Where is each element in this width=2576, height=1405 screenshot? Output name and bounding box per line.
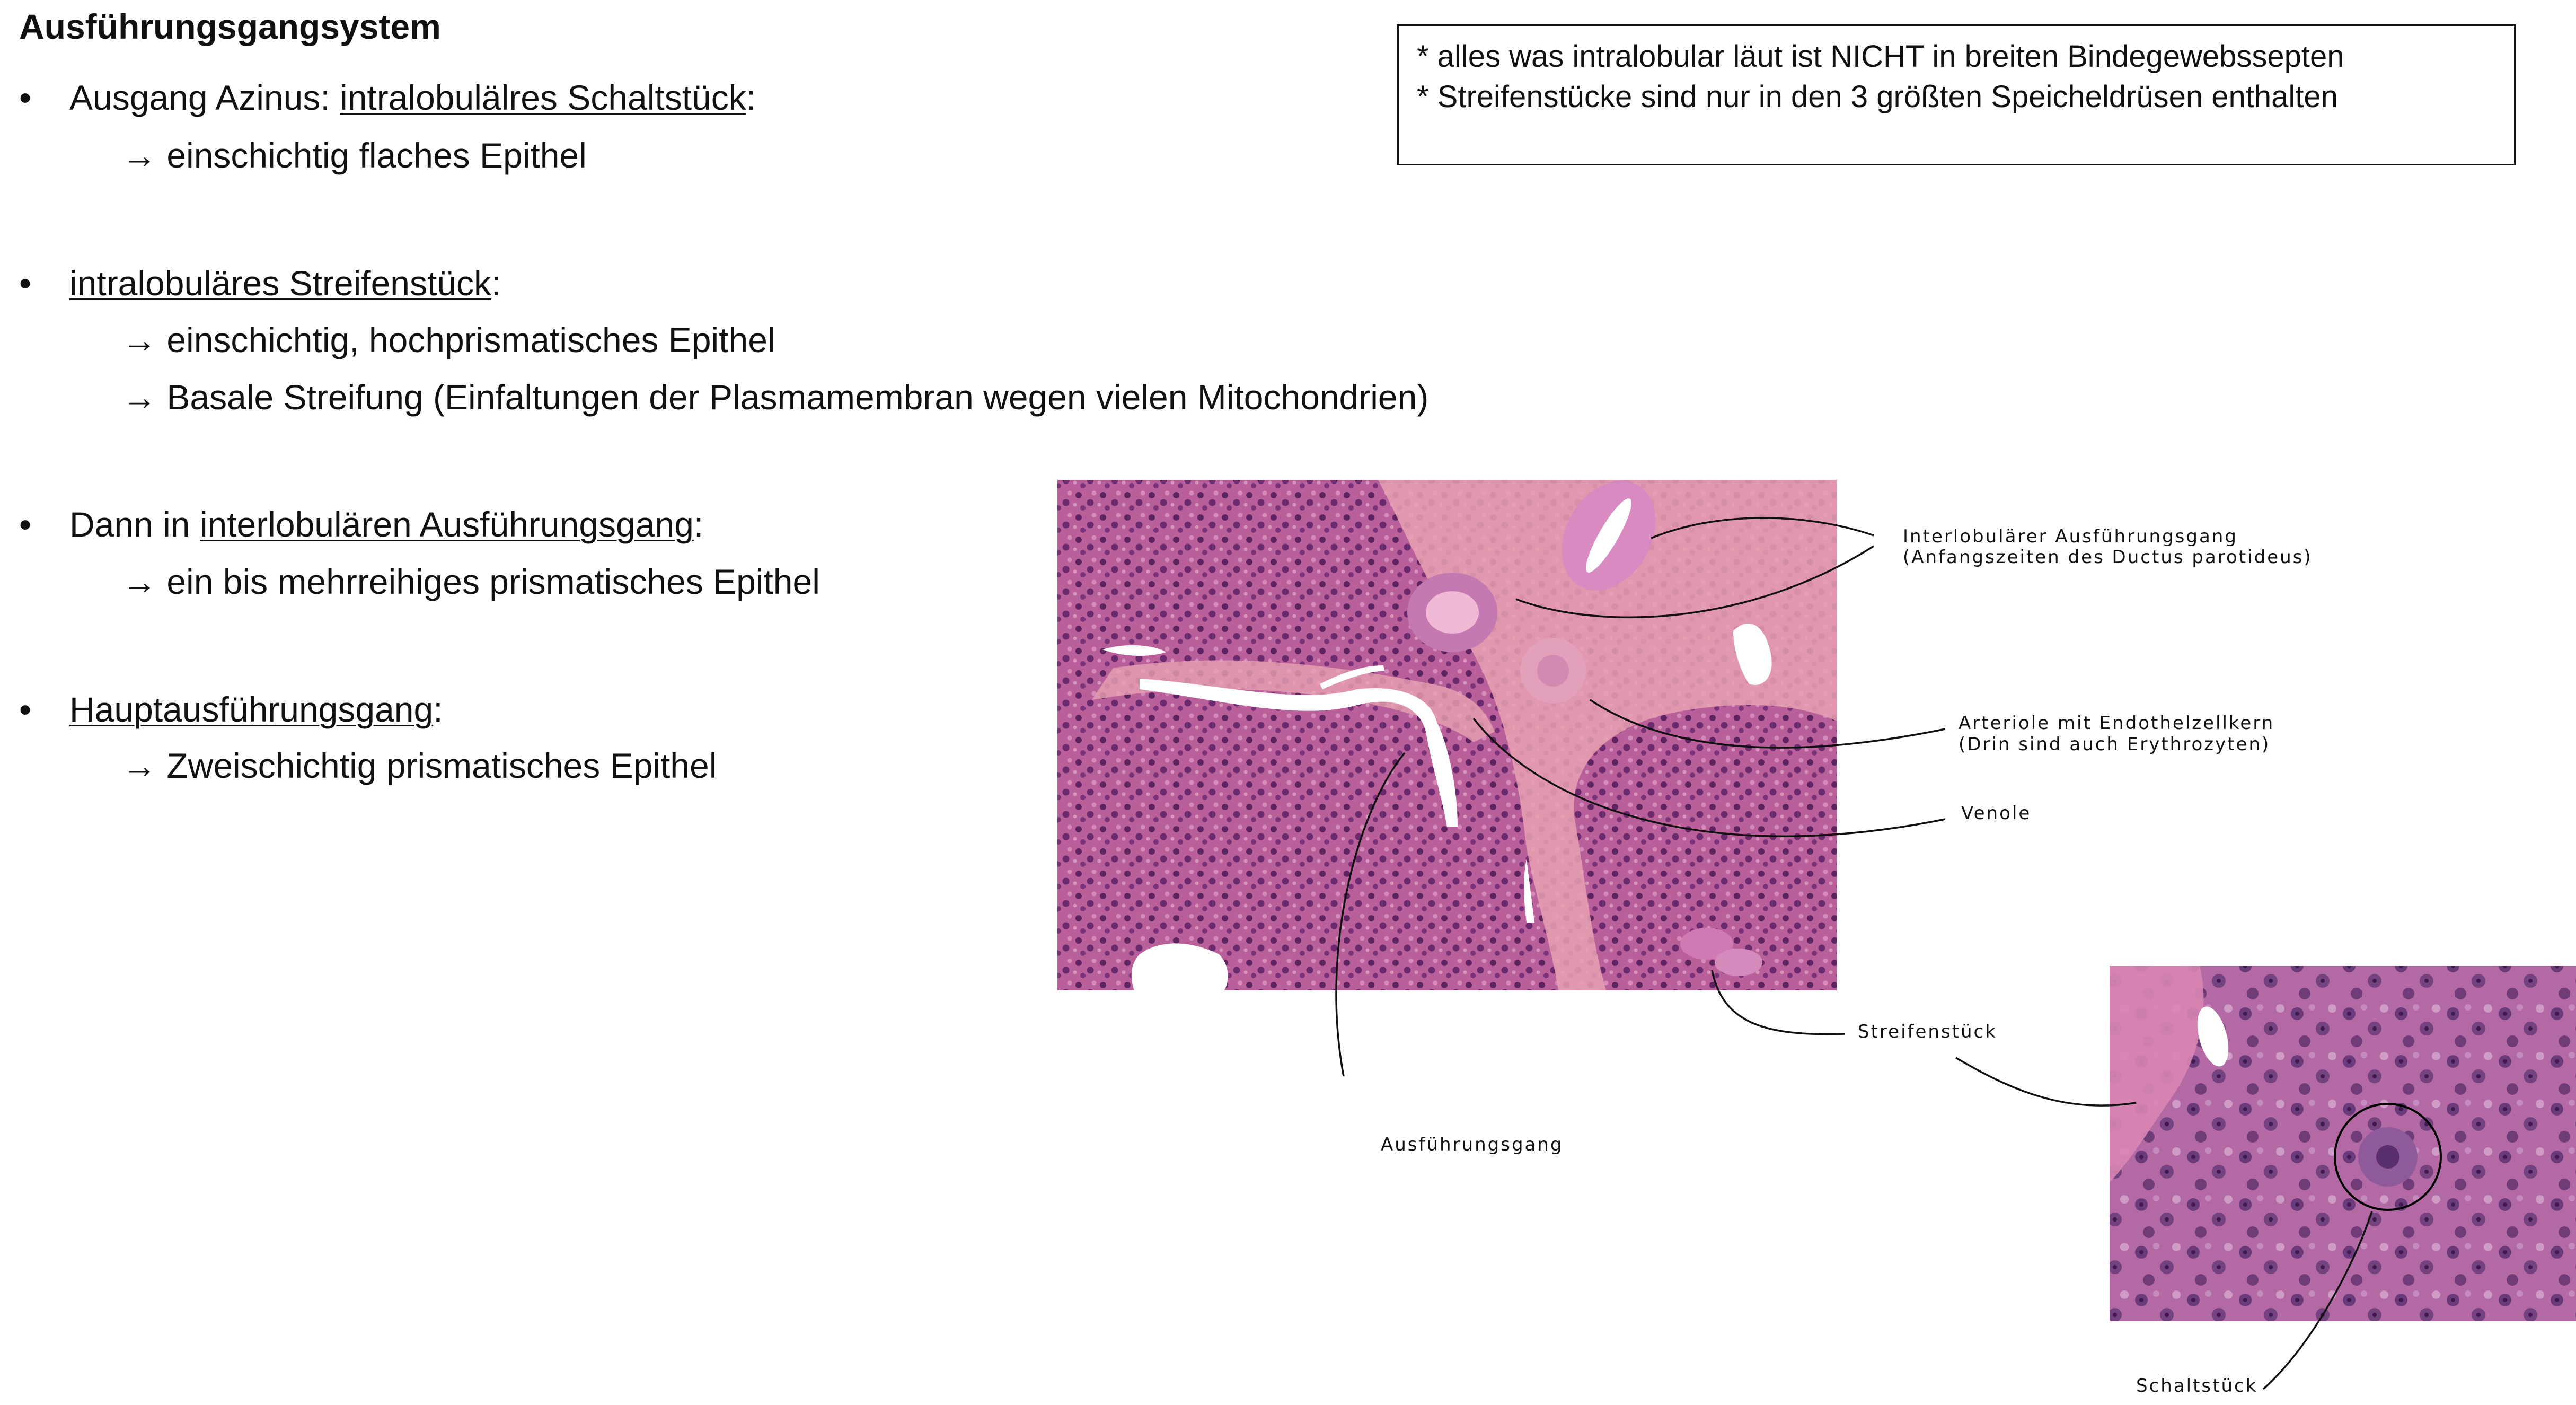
bullet-dot: • [19, 264, 32, 303]
bullet-suffix: : [491, 264, 501, 303]
label-arteriole: Arteriole mit Endothelzellkern [1959, 713, 2274, 734]
bullet-prefix: Dann in [69, 505, 200, 544]
bullet-sub-line: → ein bis mehrreihiges prismatisches Epi… [122, 562, 820, 601]
label-arteriole-sub: (Drin sind auch Erythrozyten) [1959, 734, 2270, 755]
note-line: * alles was intralobular läut ist NICHT … [1417, 39, 2344, 74]
leader-lines [1335, 517, 2373, 1390]
bullet-dot: • [19, 690, 32, 729]
schaltstueck-marker [2334, 1103, 2442, 1211]
label-schaltstueck: Schaltstück [2136, 1375, 2257, 1397]
label-interlobular-sub: (Anfangszeiten des Ductus parotideus) [1903, 547, 2313, 568]
bullet-dot: • [19, 505, 32, 544]
bullet-term: interlobulären Ausführungsgang [199, 505, 694, 544]
page-title: Ausführungsgangsystem [19, 7, 441, 46]
label-venole: Venole [1961, 803, 2031, 824]
bullet-term: Hauptausführungsgang [69, 690, 434, 729]
bullet-term: intralobuläres Streifenstück [69, 264, 492, 303]
note-box: * alles was intralobular läut ist NICHT … [1397, 24, 2516, 165]
bullet-sub-line: → Zweischichtig prismatisches Epithel [122, 746, 717, 785]
label-interlobular: Interlobulärer Ausführungsgang [1903, 526, 2238, 547]
bullet-interlobulaer: • Dann in interlobulären Ausführungsgang: [19, 504, 703, 545]
bullet-suffix: : [746, 78, 756, 117]
bullet-prefix: Ausgang Azinus: [69, 78, 340, 117]
bullet-suffix: : [433, 690, 443, 729]
label-streifenstueck: Streifenstück [1858, 1021, 1997, 1042]
bullet-hauptgang: • Hauptausführungsgang: [19, 689, 443, 730]
bullet-term: intralobulälres Schaltstück [340, 78, 746, 117]
bullet-sub-line: → einschichtig flaches Epithel [122, 136, 587, 175]
micrograph-main [1057, 480, 1837, 990]
label-ausfuehrungsgang: Ausführungsgang [1381, 1134, 1564, 1155]
bullet-schaltstueck: • Ausgang Azinus: intralobulälres Schalts… [19, 77, 756, 118]
micrograph-detail [2110, 966, 2576, 1321]
bullet-dot: • [19, 78, 32, 117]
bullet-suffix: : [693, 505, 704, 544]
note-line: * Streifenstücke sind nur in den 3 größt… [1417, 80, 2338, 114]
bullet-sub-line: → Basale Streifung (Einfaltungen der Pla… [122, 377, 1429, 417]
bullet-sub-line: → einschichtig, hochprismatisches Epithe… [122, 320, 775, 359]
bullet-streifenstueck: • intralobuläres Streifenstück: [19, 263, 501, 303]
